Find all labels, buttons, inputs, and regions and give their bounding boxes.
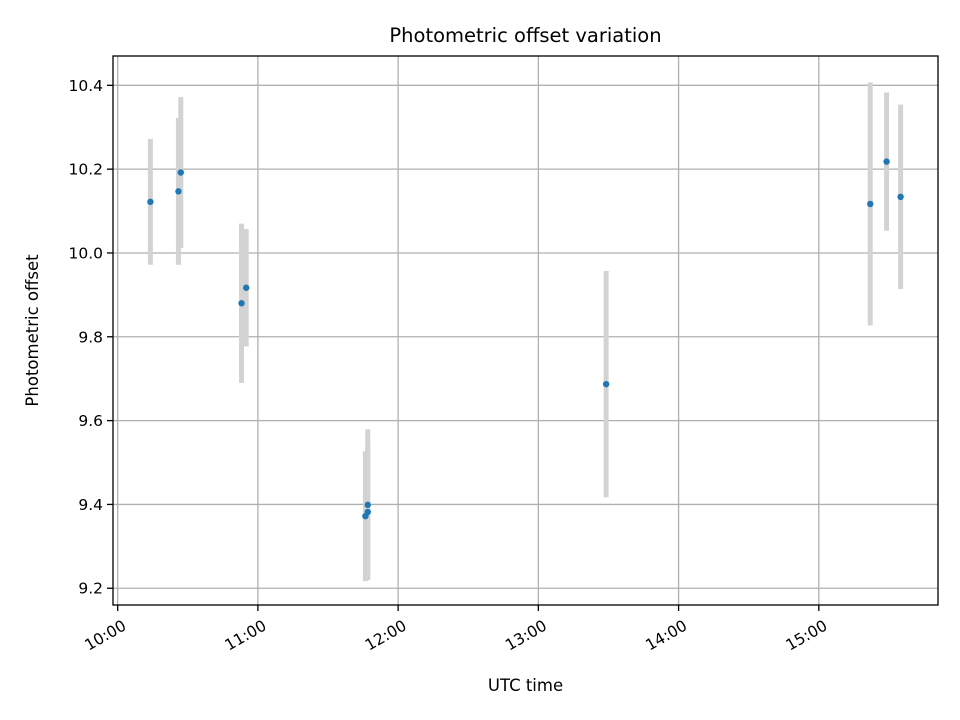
data-point: [364, 508, 371, 516]
y-tick-label: 10.0: [68, 244, 103, 262]
data-point: [602, 380, 610, 388]
data-point: [147, 198, 154, 206]
y-axis-label: Photometric offset: [23, 254, 42, 407]
data-points: [147, 158, 904, 520]
plot-frame: [112, 55, 939, 606]
grid: [113, 56, 938, 605]
chart-title: Photometric offset variation: [389, 24, 661, 47]
y-tick-label: 10.2: [68, 161, 103, 179]
data-point: [897, 193, 904, 201]
y-axis-ticks: 9.2 9.4 9.6 9.8 10.0 10.2 10.4: [68, 77, 113, 598]
data-point: [867, 200, 874, 208]
data-point: [243, 284, 250, 291]
data-point: [238, 300, 245, 307]
x-axis-label: UTC time: [488, 676, 563, 695]
y-tick-label: 10.4: [68, 77, 103, 95]
data-point: [883, 158, 890, 165]
y-tick-label: 9.2: [78, 580, 103, 598]
y-tick-label: 9.8: [78, 328, 103, 346]
y-tick-label: 9.6: [78, 412, 103, 430]
plot-area: [113, 56, 938, 605]
data-point: [177, 169, 184, 176]
data-point: [364, 501, 371, 509]
y-tick-label: 9.4: [78, 496, 103, 514]
data-point: [175, 188, 182, 195]
